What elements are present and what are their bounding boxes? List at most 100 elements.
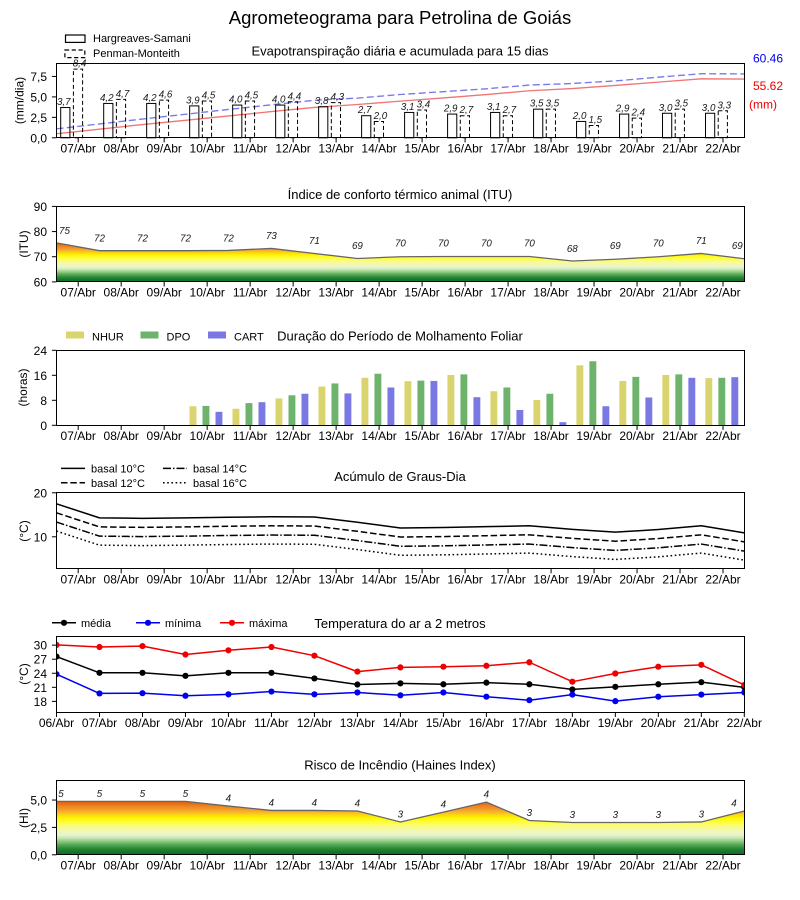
- svg-text:14/Abr: 14/Abr: [361, 429, 396, 443]
- svg-text:2,9: 2,9: [615, 104, 630, 115]
- svg-text:69: 69: [352, 241, 363, 252]
- svg-text:3: 3: [398, 810, 404, 821]
- svg-text:3,0: 3,0: [702, 103, 716, 114]
- svg-text:22/Abr: 22/Abr: [705, 573, 740, 587]
- svg-text:2,0: 2,0: [373, 111, 388, 122]
- svg-text:21: 21: [34, 681, 48, 695]
- svg-text:18/Abr: 18/Abr: [533, 142, 568, 156]
- svg-text:18/Abr: 18/Abr: [533, 573, 568, 587]
- svg-text:2,7: 2,7: [357, 105, 372, 116]
- svg-text:22/Abr: 22/Abr: [727, 716, 762, 730]
- svg-text:média: média: [81, 618, 112, 630]
- svg-text:72: 72: [223, 234, 234, 245]
- svg-text:16/Abr: 16/Abr: [447, 859, 482, 873]
- svg-text:4,3: 4,3: [331, 92, 345, 103]
- svg-text:4,5: 4,5: [202, 91, 216, 102]
- svg-text:Acúmulo de Graus-Dia: Acúmulo de Graus-Dia: [334, 469, 466, 484]
- svg-text:19/Abr: 19/Abr: [576, 429, 611, 443]
- svg-text:90: 90: [34, 200, 48, 214]
- svg-text:15/Abr: 15/Abr: [404, 573, 439, 587]
- svg-text:10/Abr: 10/Abr: [190, 142, 225, 156]
- svg-text:basal 12°C: basal 12°C: [91, 478, 145, 490]
- svg-text:12/Abr: 12/Abr: [275, 286, 310, 300]
- svg-text:10/Abr: 10/Abr: [190, 286, 225, 300]
- svg-text:20/Abr: 20/Abr: [619, 573, 654, 587]
- svg-text:Hargreaves-Samani: Hargreaves-Samani: [93, 33, 191, 45]
- svg-text:80: 80: [34, 225, 48, 239]
- svg-text:08/Abr: 08/Abr: [104, 859, 139, 873]
- svg-text:19/Abr: 19/Abr: [576, 573, 611, 587]
- svg-text:0: 0: [40, 419, 47, 433]
- svg-text:4: 4: [731, 799, 737, 810]
- svg-text:Penman-Monteith: Penman-Monteith: [93, 48, 180, 60]
- svg-text:4,0: 4,0: [272, 95, 286, 106]
- svg-text:69: 69: [610, 241, 621, 252]
- svg-text:09/Abr: 09/Abr: [147, 429, 182, 443]
- svg-text:07/Abr: 07/Abr: [82, 716, 117, 730]
- svg-text:17/Abr: 17/Abr: [490, 859, 525, 873]
- svg-text:2,0: 2,0: [572, 111, 587, 122]
- svg-text:18: 18: [34, 695, 48, 709]
- svg-text:21/Abr: 21/Abr: [662, 142, 697, 156]
- svg-text:19/Abr: 19/Abr: [576, 142, 611, 156]
- svg-text:11/Abr: 11/Abr: [233, 573, 267, 587]
- svg-text:06/Abr: 06/Abr: [39, 716, 74, 730]
- svg-text:22/Abr: 22/Abr: [705, 286, 740, 300]
- svg-text:15/Abr: 15/Abr: [404, 429, 439, 443]
- svg-text:21/Abr: 21/Abr: [662, 429, 697, 443]
- svg-text:24: 24: [34, 667, 48, 681]
- svg-text:22/Abr: 22/Abr: [705, 859, 740, 873]
- svg-text:20/Abr: 20/Abr: [641, 716, 676, 730]
- svg-text:14/Abr: 14/Abr: [361, 142, 396, 156]
- svg-text:09/Abr: 09/Abr: [147, 859, 182, 873]
- svg-text:3: 3: [699, 810, 705, 821]
- svg-text:18/Abr: 18/Abr: [533, 429, 568, 443]
- svg-text:2,9: 2,9: [443, 104, 458, 115]
- svg-text:22/Abr: 22/Abr: [705, 142, 740, 156]
- svg-text:19/Abr: 19/Abr: [576, 286, 611, 300]
- svg-text:13/Abr: 13/Abr: [318, 429, 353, 443]
- svg-text:17/Abr: 17/Abr: [490, 142, 525, 156]
- svg-text:71: 71: [696, 236, 707, 247]
- svg-text:21/Abr: 21/Abr: [684, 716, 719, 730]
- svg-text:4,4: 4,4: [288, 91, 302, 102]
- svg-text:5: 5: [183, 789, 189, 800]
- svg-text:basal 10°C: basal 10°C: [91, 464, 145, 476]
- svg-text:08/Abr: 08/Abr: [104, 429, 139, 443]
- svg-text:4: 4: [312, 798, 318, 809]
- svg-text:(mm/dia): (mm/dia): [13, 77, 27, 124]
- svg-text:basal 16°C: basal 16°C: [193, 478, 247, 490]
- svg-text:10: 10: [34, 530, 48, 544]
- svg-text:12/Abr: 12/Abr: [275, 429, 310, 443]
- svg-text:60: 60: [34, 275, 48, 289]
- svg-text:75: 75: [59, 226, 70, 237]
- svg-text:10/Abr: 10/Abr: [211, 716, 246, 730]
- svg-text:5: 5: [58, 789, 64, 800]
- svg-text:4,5: 4,5: [245, 91, 259, 102]
- svg-text:09/Abr: 09/Abr: [147, 286, 182, 300]
- svg-text:16: 16: [34, 369, 48, 383]
- svg-text:3,7: 3,7: [57, 97, 71, 108]
- svg-text:19/Abr: 19/Abr: [598, 716, 633, 730]
- svg-text:Índice de conforto térmico ani: Índice de conforto térmico animal (ITU): [288, 187, 513, 202]
- svg-text:11/Abr: 11/Abr: [233, 859, 267, 873]
- svg-text:5: 5: [97, 789, 103, 800]
- svg-text:0,0: 0,0: [30, 848, 47, 862]
- svg-text:4: 4: [484, 790, 490, 801]
- svg-text:07/Abr: 07/Abr: [61, 573, 96, 587]
- svg-text:(ITU): (ITU): [17, 230, 31, 257]
- svg-text:2,4: 2,4: [630, 108, 645, 119]
- svg-text:10/Abr: 10/Abr: [190, 859, 225, 873]
- svg-text:11/Abr: 11/Abr: [233, 286, 267, 300]
- svg-text:8: 8: [40, 394, 47, 408]
- svg-text:12/Abr: 12/Abr: [297, 716, 332, 730]
- svg-text:Agrometeograma para Petrolina: Agrometeograma para Petrolina de Goiás: [229, 7, 571, 28]
- svg-text:12/Abr: 12/Abr: [275, 859, 310, 873]
- svg-text:5,0: 5,0: [30, 90, 47, 104]
- svg-text:14/Abr: 14/Abr: [383, 716, 418, 730]
- svg-text:21/Abr: 21/Abr: [662, 859, 697, 873]
- svg-text:3: 3: [656, 810, 662, 821]
- svg-text:(°C): (°C): [17, 663, 31, 684]
- svg-text:8,4: 8,4: [73, 59, 87, 70]
- svg-text:70: 70: [524, 239, 535, 250]
